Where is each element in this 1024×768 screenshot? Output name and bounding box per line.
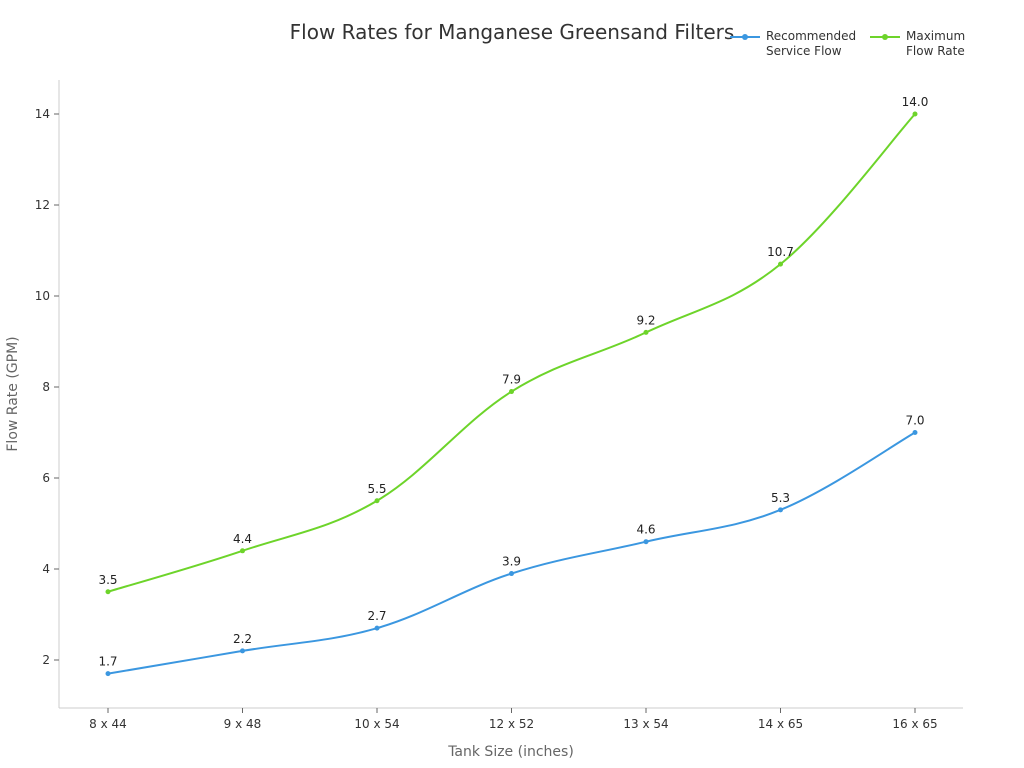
data-label: 14.0	[902, 95, 929, 109]
data-label: 7.0	[905, 414, 924, 428]
x-tick-label: 9 x 48	[224, 717, 262, 731]
data-point[interactable]	[374, 625, 380, 631]
y-tick-label: 6	[42, 471, 50, 485]
x-axis-title: Tank Size (inches)	[447, 744, 574, 760]
x-tick-label: 8 x 44	[89, 717, 127, 731]
legend-line-marker-icon	[730, 31, 760, 43]
legend-label: Recommended Service Flow	[766, 29, 857, 58]
data-point[interactable]	[240, 548, 245, 554]
data-point[interactable]	[643, 329, 649, 335]
legend: Recommended Service Flow Maximum Flow Ra…	[730, 29, 998, 59]
data-label: 5.3	[771, 491, 790, 505]
data-point[interactable]	[643, 539, 649, 545]
data-label: 4.4	[233, 532, 252, 546]
data-point[interactable]	[509, 571, 514, 577]
y-tick-label: 10	[35, 289, 50, 303]
legend-item-recommended[interactable]: Recommended Service Flow	[730, 29, 858, 59]
data-point[interactable]	[778, 507, 783, 513]
chart-title: Flow Rates for Manganese Greensand Filte…	[289, 20, 735, 44]
y-tick-label: 4	[42, 562, 50, 576]
data-point[interactable]	[374, 498, 380, 504]
data-label: 7.9	[502, 373, 521, 387]
y-tick-label: 8	[42, 380, 50, 394]
data-point[interactable]	[509, 389, 514, 395]
x-tick-label: 12 x 52	[489, 717, 534, 731]
series-maximum: 3.5 4.4 5.5 7.9 9.2 10.7 14.0	[98, 95, 929, 595]
data-label: 2.2	[233, 632, 252, 646]
data-label: 5.5	[367, 482, 386, 496]
data-label: 10.7	[767, 245, 794, 259]
legend-item-maximum[interactable]: Maximum Flow Rate	[870, 29, 998, 59]
data-label: 9.2	[636, 313, 655, 327]
y-tick-label: 12	[35, 198, 50, 212]
data-point[interactable]	[240, 648, 245, 654]
series-recommended: 1.7 2.2 2.7 3.9 4.6 5.3 7.0	[98, 414, 925, 677]
data-point[interactable]	[912, 111, 918, 117]
data-point[interactable]	[105, 671, 111, 677]
data-label: 1.7	[98, 655, 117, 669]
y-axis-title: Flow Rate (GPM)	[5, 336, 21, 451]
legend-label: Maximum Flow Rate	[906, 29, 966, 58]
x-tick-label: 10 x 54	[354, 717, 399, 731]
y-tick-label: 14	[35, 107, 50, 121]
x-tick-label: 16 x 65	[892, 717, 937, 731]
data-point[interactable]	[912, 430, 918, 435]
data-point[interactable]	[105, 589, 111, 595]
data-label: 3.5	[98, 573, 117, 587]
data-point[interactable]	[778, 261, 783, 267]
data-label: 4.6	[636, 523, 655, 537]
y-tick-label: 2	[42, 653, 50, 667]
x-tick-label: 13 x 54	[623, 717, 668, 731]
x-tick-label: 14 x 65	[758, 717, 803, 731]
legend-line-marker-icon	[870, 31, 900, 43]
data-label: 2.7	[367, 609, 386, 623]
data-label: 3.9	[502, 555, 521, 569]
